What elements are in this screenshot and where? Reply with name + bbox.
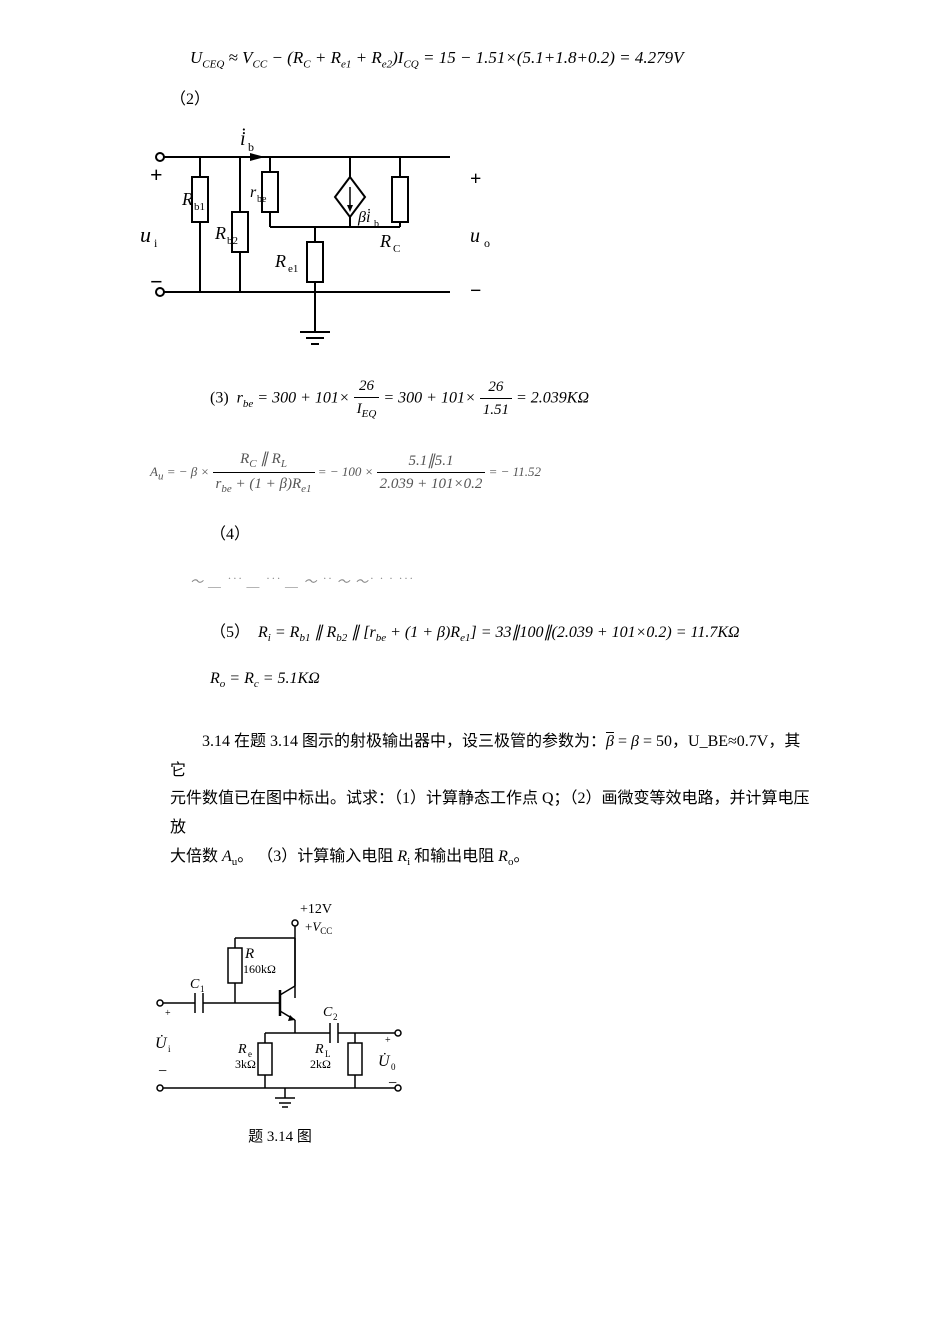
svg-text:+: + [165, 1008, 171, 1019]
eq-au: Au = − β × RC ∥ RLrbe + (1 + β)Re1 = − 1… [150, 448, 810, 498]
svg-text:−: − [158, 1063, 167, 1080]
svg-text:C: C [393, 243, 400, 255]
svg-text:1: 1 [200, 984, 205, 994]
paren-4: （4） [210, 523, 810, 547]
circuit-diagram-2: +12V +VCC R 160kΩ C1 + [140, 898, 810, 1116]
svg-text:i̇: i̇ [240, 127, 246, 150]
svg-text:+: + [470, 168, 481, 190]
eq-5: （5） Ri = Rb1 ∥ Rb2 ∥ [rbe + (1 + β)Re1] … [210, 621, 810, 647]
svg-text:2kΩ: 2kΩ [310, 1057, 331, 1071]
paren-2: （2） [170, 88, 810, 112]
svg-text:e1: e1 [288, 263, 298, 275]
circuit-diagram-1: i̇ b + R b1 R b2 r be R e1 [140, 127, 810, 355]
svg-text:b2: b2 [227, 235, 238, 247]
svg-text:u: u [470, 225, 480, 247]
svg-text:U̇: U̇ [155, 1034, 168, 1051]
svg-text:−: − [470, 280, 481, 302]
svg-text:R: R [379, 231, 391, 251]
blurry-line: ～ ＿ ˙˙˙ ＿ ˙˙˙ ＿ ～ ˙˙ ～ ～˙ ˙ ˙ ˙˙˙ [190, 572, 810, 592]
problem-text-line2: 元件数值已在图中标出。试求：（1）计算静态工作点 Q；（2）画微变等效电路，并计… [170, 785, 810, 843]
svg-text:o: o [484, 236, 490, 250]
svg-text:2: 2 [333, 1012, 338, 1022]
svg-text:R: R [244, 946, 254, 962]
eq-3: (3) rbe = 300 + 101× 26IEQ = 300 + 101× … [210, 375, 810, 423]
svg-text:0: 0 [391, 1062, 396, 1072]
eq-uceq: UCEQ ≈ VCC − (RC + Re1 + Re2)ICQ = 15 − … [190, 45, 810, 73]
svg-text:b: b [374, 219, 379, 230]
svg-text:C: C [323, 1005, 333, 1020]
svg-text:160kΩ: 160kΩ [243, 962, 276, 976]
svg-text:+: + [385, 1035, 391, 1046]
svg-text:r: r [250, 184, 257, 201]
svg-text:βi̇: βi̇ [357, 208, 370, 226]
eq-ro: Ro = Rc = 5.1KΩ [210, 667, 810, 693]
vcc-text: +12V [300, 902, 332, 917]
svg-text:R: R [237, 1042, 247, 1057]
svg-text:+: + [150, 162, 163, 187]
svg-text:u: u [140, 222, 151, 247]
problem-text-line1: 3.14 在题 3.14 图示的射极输出器中，设三极管的参数为：β = β = … [170, 728, 810, 786]
svg-text:R: R [314, 1042, 324, 1057]
svg-text:i: i [154, 236, 158, 250]
svg-text:C: C [190, 977, 200, 992]
svg-text:3kΩ: 3kΩ [235, 1057, 256, 1071]
svg-text:be: be [257, 194, 267, 205]
svg-text:R: R [181, 189, 193, 209]
svg-text:R: R [274, 251, 286, 271]
svg-text:R: R [214, 223, 226, 243]
svg-text:U̇: U̇ [378, 1052, 391, 1069]
svg-text:b1: b1 [194, 201, 205, 213]
svg-text:i: i [168, 1044, 171, 1054]
fig-caption: 题 3.14 图 [140, 1126, 420, 1149]
problem-text-line3: 大倍数 Au。 （3）计算输入电阻 Ri 和输出电阻 Ro。 [170, 843, 810, 873]
svg-text:+VCC: +VCC [305, 919, 332, 936]
svg-text:b: b [248, 140, 254, 154]
